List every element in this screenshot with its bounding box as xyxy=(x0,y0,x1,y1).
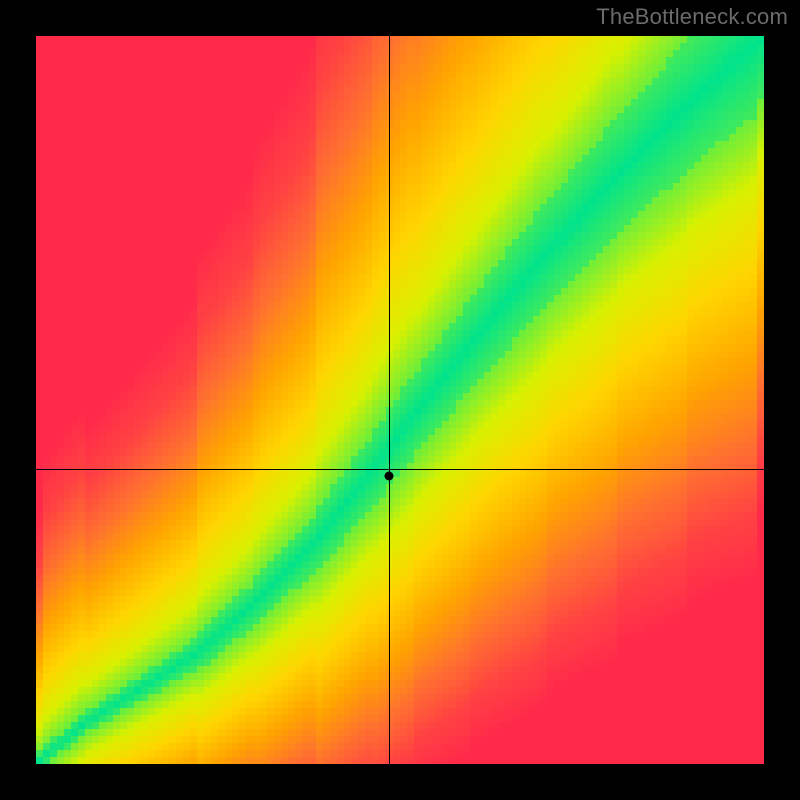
marker-dot xyxy=(385,472,394,481)
crosshair-horizontal xyxy=(36,469,764,470)
heatmap-canvas xyxy=(36,36,764,764)
chart-container: TheBottleneck.com xyxy=(0,0,800,800)
plot-area xyxy=(36,36,764,764)
watermark-text: TheBottleneck.com xyxy=(596,4,788,30)
crosshair-vertical xyxy=(389,36,390,764)
